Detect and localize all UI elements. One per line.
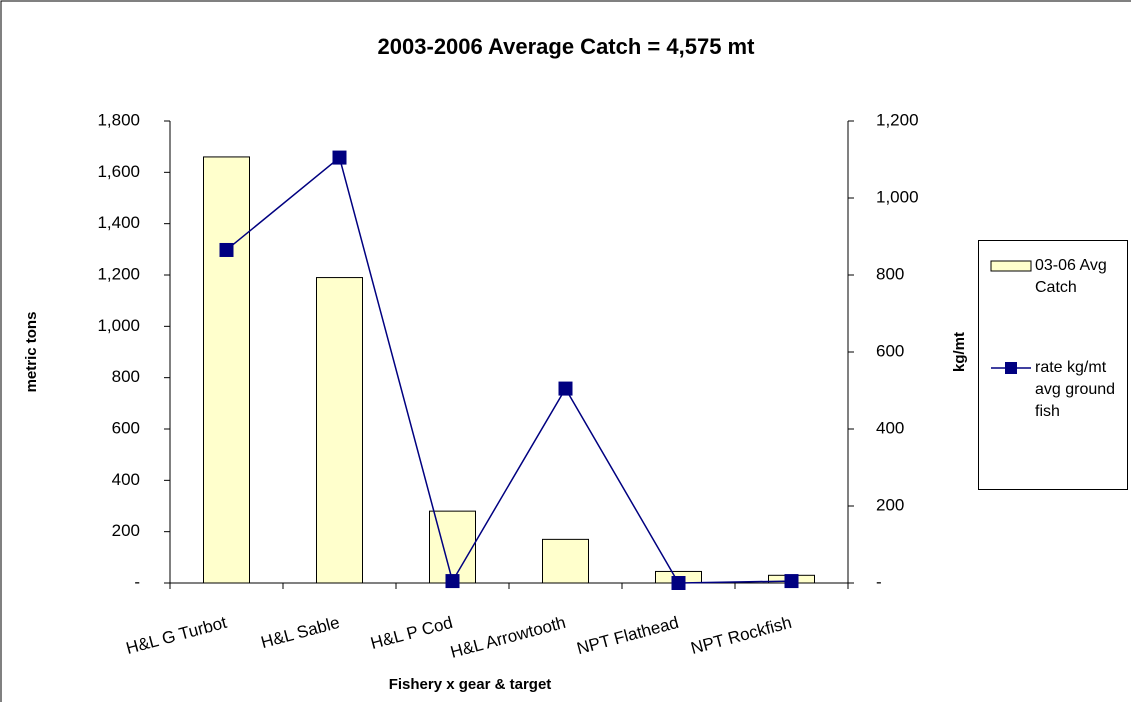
legend-label: 03-06 Avg Catch <box>1035 257 1107 296</box>
y2-tick-label: 800 <box>876 264 904 283</box>
legend-marker <box>1005 362 1017 374</box>
marker <box>671 576 686 590</box>
y2-tick-label: 200 <box>876 495 904 514</box>
y-tick-label: 1,000 <box>97 316 140 335</box>
bar <box>316 277 363 584</box>
legend-swatch <box>991 362 1031 374</box>
marker <box>784 574 799 589</box>
legend-item: rate kg/mt avg ground fish <box>989 357 1127 423</box>
y-tick-label: 400 <box>112 470 140 489</box>
y-tick-label: 1,600 <box>97 162 140 181</box>
y2-tick-label: 400 <box>876 418 904 437</box>
y-tick-label: 1,400 <box>97 213 140 232</box>
line <box>226 156 792 584</box>
legend-item: 03-06 Avg Catch <box>989 255 1127 299</box>
y-axis-title: metric tons <box>23 312 40 393</box>
legend-label: rate kg/mt avg ground fish <box>1035 359 1116 420</box>
marker <box>219 242 234 257</box>
legend-swatch <box>990 260 1032 272</box>
chart-title: 2003-2006 Average Catch = 4,575 mt <box>378 34 756 59</box>
y-tick-label: 1,200 <box>97 264 140 283</box>
y-tick-label: 800 <box>112 367 140 386</box>
y-tick-label: 600 <box>112 418 140 437</box>
x-axis-title: Fishery x gear & target <box>389 676 552 693</box>
marker <box>445 574 460 589</box>
y2-axis-title: kg/mt <box>951 332 968 372</box>
y-tick-label: - <box>134 572 140 591</box>
marker <box>332 150 347 165</box>
y-tick-label: 200 <box>112 521 140 540</box>
y-tick-label: 1,800 <box>97 110 140 129</box>
legend-bar <box>990 260 1032 272</box>
y2-tick-label: 1,200 <box>876 110 919 129</box>
y2-tick-label: 1,000 <box>876 187 919 206</box>
marker <box>558 381 573 396</box>
legend: 03-06 Avg Catch rate kg/mt avg ground fi… <box>978 240 1128 490</box>
bar <box>203 156 250 584</box>
bar <box>542 538 589 584</box>
y2-tick-label: 600 <box>876 341 904 360</box>
y2-tick-label: - <box>876 572 882 591</box>
